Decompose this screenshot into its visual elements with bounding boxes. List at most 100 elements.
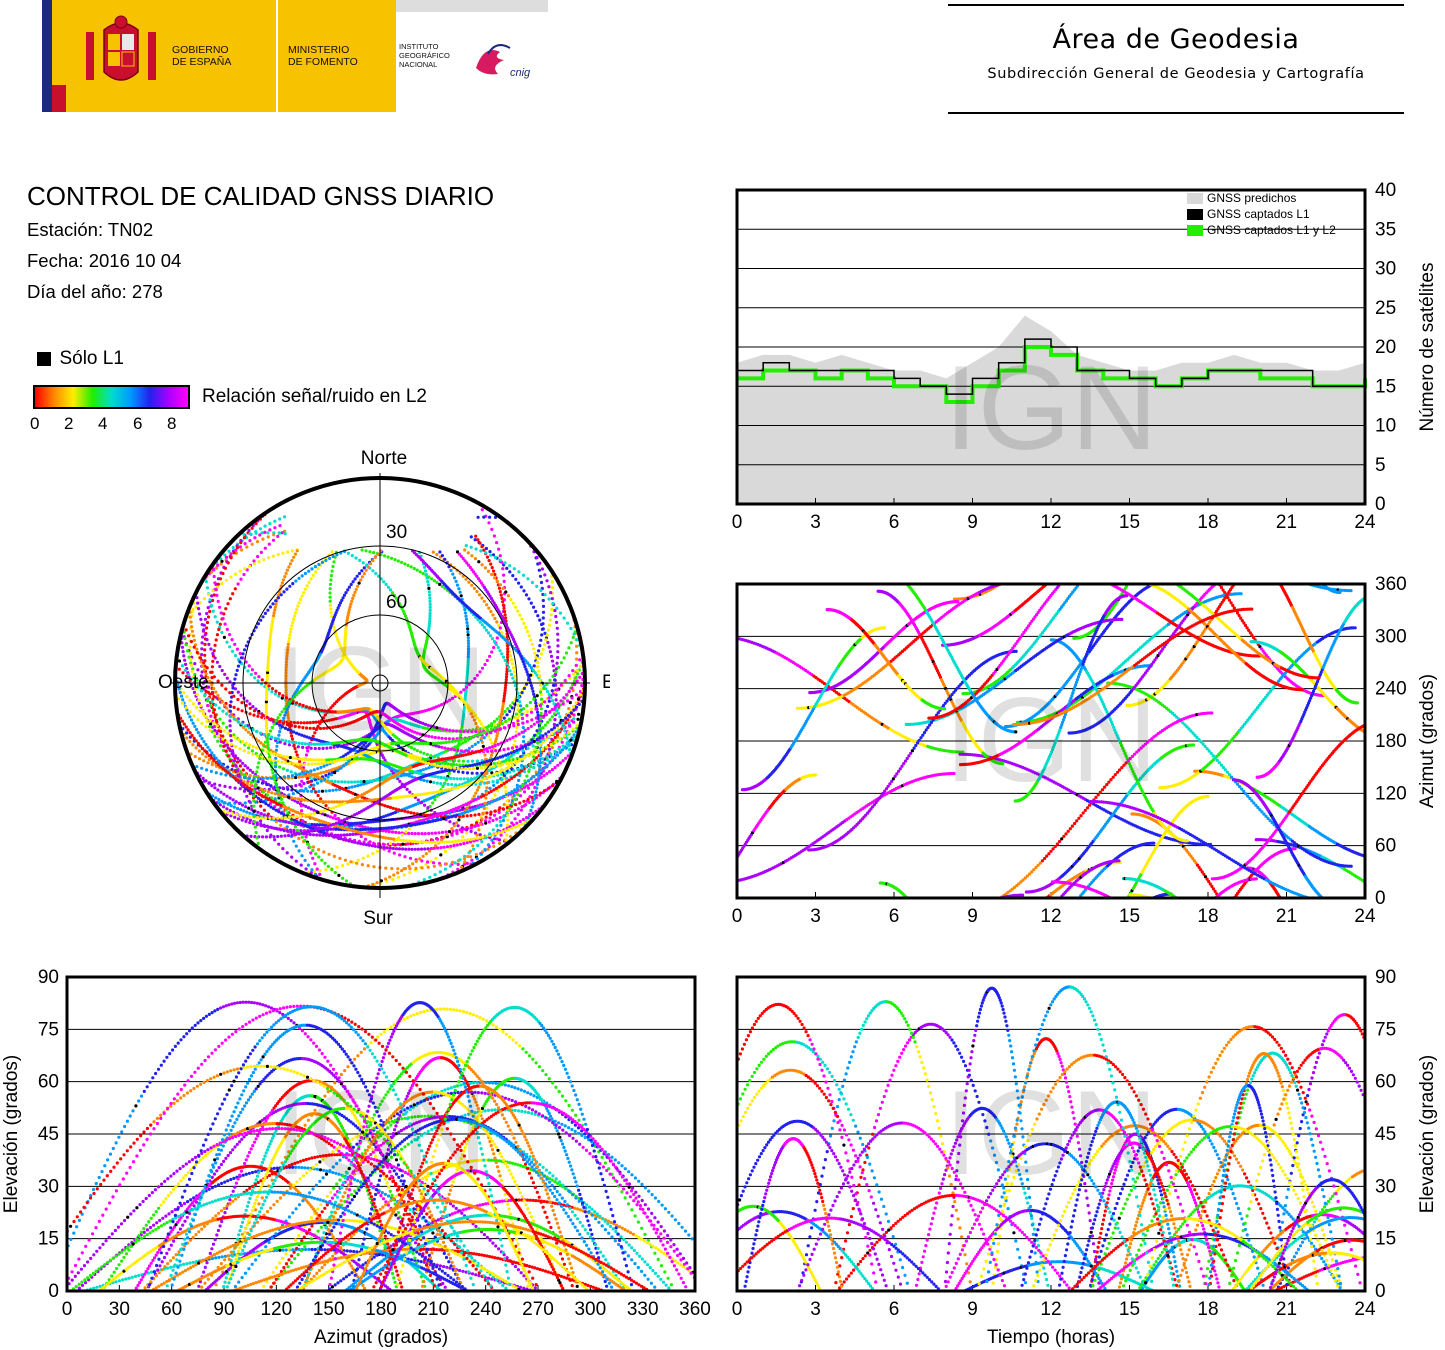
track-point bbox=[449, 762, 453, 766]
track-point bbox=[320, 858, 324, 862]
track-point bbox=[466, 630, 470, 634]
track-point bbox=[330, 569, 334, 573]
track-point bbox=[332, 854, 336, 858]
instituto-line1: INSTITUTO bbox=[399, 42, 450, 51]
track-point bbox=[362, 842, 366, 846]
track-point bbox=[485, 603, 489, 607]
track-point bbox=[210, 784, 214, 788]
track-point bbox=[199, 617, 203, 621]
track-point bbox=[364, 843, 369, 847]
track-point bbox=[388, 875, 392, 879]
track-point bbox=[220, 582, 224, 586]
track-point bbox=[543, 573, 547, 577]
track-point bbox=[360, 569, 364, 573]
track-point bbox=[541, 610, 546, 614]
track-point bbox=[211, 710, 216, 714]
track-point bbox=[223, 566, 227, 570]
track-point bbox=[189, 663, 194, 667]
track-point bbox=[418, 857, 422, 861]
track-point bbox=[188, 651, 193, 655]
track-point bbox=[500, 777, 504, 782]
track-point bbox=[499, 715, 503, 719]
track-point bbox=[550, 746, 554, 750]
track-point bbox=[277, 531, 282, 535]
track-point bbox=[248, 821, 252, 825]
track-point bbox=[447, 840, 452, 844]
track-point bbox=[418, 570, 422, 574]
track-point bbox=[224, 607, 228, 611]
track-point bbox=[272, 611, 276, 615]
track-point bbox=[420, 866, 424, 870]
track-point bbox=[219, 744, 223, 748]
track-point bbox=[441, 840, 446, 844]
track-point bbox=[466, 759, 470, 763]
track-point bbox=[410, 839, 414, 843]
track-point bbox=[346, 862, 350, 866]
track-point bbox=[443, 761, 447, 766]
track-point bbox=[226, 602, 230, 606]
track-point bbox=[396, 867, 400, 871]
track-point bbox=[191, 634, 195, 638]
track-point bbox=[262, 813, 266, 817]
snr-tick-8: 8 bbox=[167, 414, 176, 434]
track-point bbox=[328, 833, 332, 837]
track-point bbox=[457, 759, 461, 763]
track-point bbox=[556, 644, 560, 648]
track-point bbox=[463, 607, 467, 612]
track-point bbox=[227, 801, 232, 805]
track-point bbox=[575, 657, 579, 661]
track-point bbox=[538, 656, 542, 660]
track-point bbox=[452, 814, 456, 818]
track-point bbox=[267, 542, 271, 546]
track-point bbox=[421, 854, 425, 858]
track-point bbox=[297, 836, 301, 841]
track-point bbox=[262, 558, 266, 562]
track-point bbox=[270, 791, 274, 795]
track-point bbox=[400, 809, 404, 813]
track-point bbox=[240, 548, 244, 552]
track-point bbox=[515, 745, 519, 749]
track-point bbox=[215, 593, 219, 597]
track-point bbox=[203, 648, 207, 652]
track-point bbox=[292, 555, 296, 559]
track-point bbox=[392, 873, 396, 877]
track-point bbox=[215, 633, 219, 637]
track-point bbox=[501, 600, 505, 604]
track-point bbox=[248, 768, 252, 772]
track-point bbox=[546, 704, 550, 708]
track-point bbox=[545, 772, 549, 776]
track-point bbox=[217, 801, 221, 805]
track-point bbox=[201, 712, 205, 716]
track-point bbox=[311, 787, 316, 791]
track-point bbox=[556, 711, 561, 716]
track-point bbox=[485, 781, 489, 785]
track-point bbox=[344, 762, 348, 766]
track-point bbox=[376, 842, 381, 846]
track-point bbox=[259, 787, 264, 791]
track-point bbox=[517, 581, 521, 585]
doy-label: Día del año: 278 bbox=[27, 276, 587, 307]
track-point bbox=[380, 777, 384, 782]
track-point bbox=[212, 649, 216, 653]
track-point bbox=[425, 576, 429, 580]
track-point bbox=[485, 771, 489, 775]
track-point bbox=[358, 558, 362, 562]
track-point bbox=[463, 693, 468, 697]
track-point bbox=[538, 791, 542, 795]
track-point bbox=[535, 555, 539, 560]
track-point bbox=[279, 797, 284, 801]
track-point bbox=[333, 771, 337, 775]
track-point bbox=[310, 868, 314, 872]
track-point bbox=[510, 790, 514, 794]
track-point bbox=[208, 609, 212, 614]
track-point bbox=[328, 603, 332, 607]
track-point bbox=[211, 652, 215, 656]
track-point bbox=[205, 586, 209, 590]
track-point bbox=[364, 549, 368, 553]
track-point bbox=[201, 635, 205, 639]
track-point bbox=[233, 736, 237, 740]
track-point bbox=[355, 861, 359, 865]
track-point bbox=[450, 833, 454, 837]
track-point bbox=[219, 790, 223, 794]
track-point bbox=[471, 759, 475, 763]
